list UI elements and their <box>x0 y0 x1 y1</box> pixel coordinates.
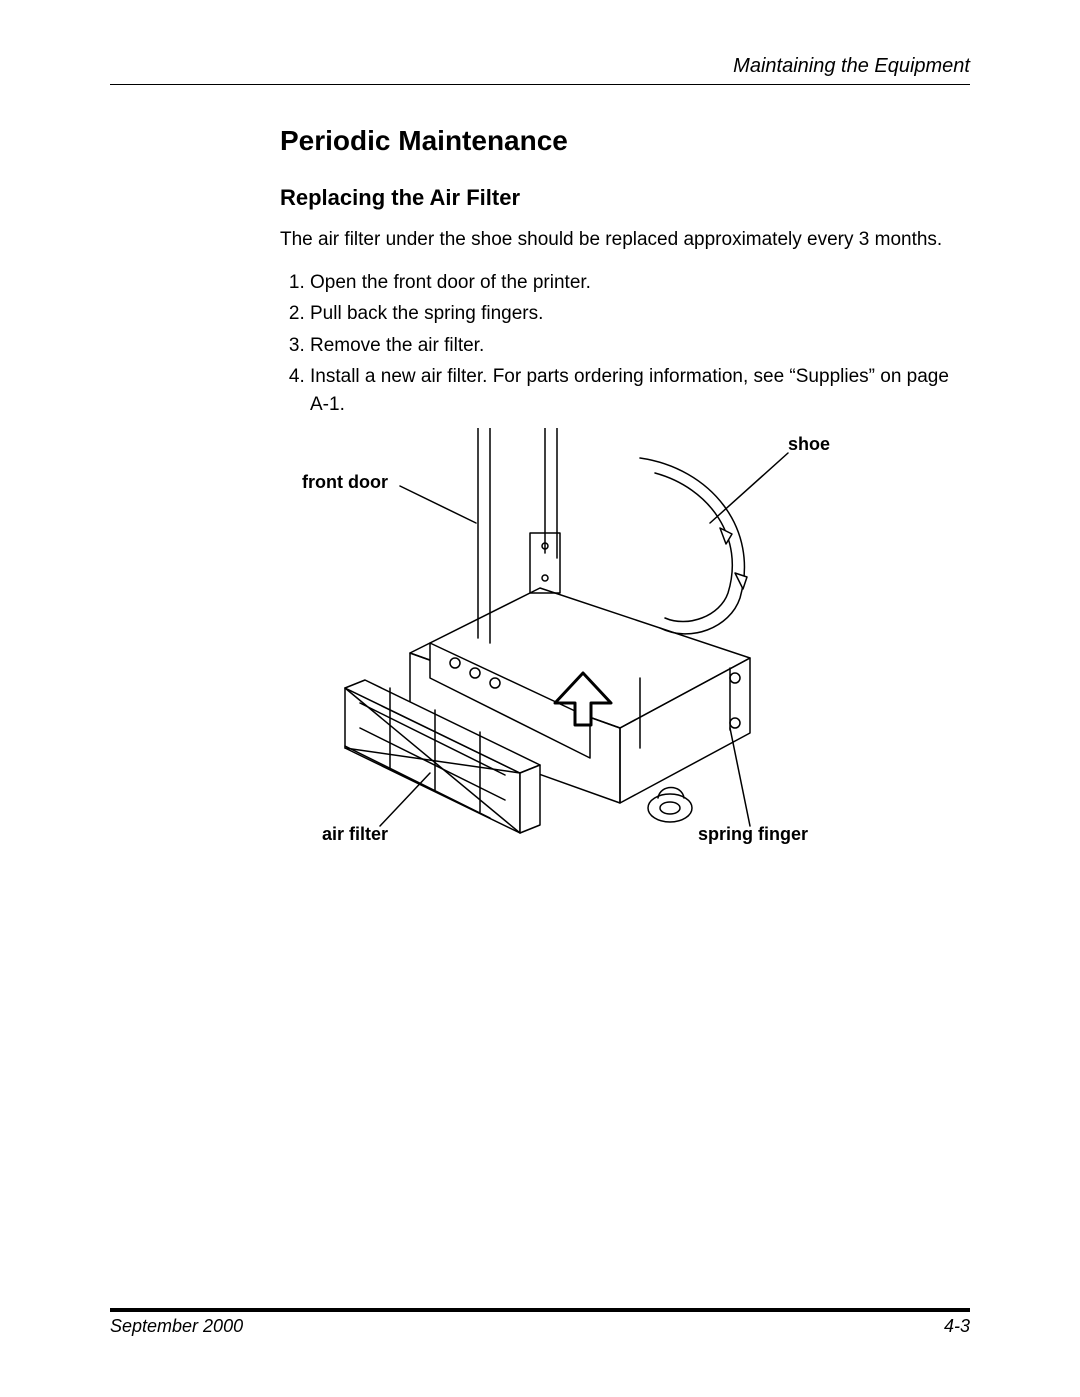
footer-page-number: 4-3 <box>944 1316 970 1337</box>
callout-spring-finger: spring finger <box>698 824 808 845</box>
running-head-text: Maintaining the Equipment <box>733 55 970 77</box>
step-item: Pull back the spring fingers. <box>310 300 970 328</box>
callout-front-door: front door <box>302 472 388 493</box>
step-list: Open the front door of the printer. Pull… <box>280 269 970 419</box>
page-footer: September 2000 4-3 <box>110 1308 970 1337</box>
section-title: Periodic Maintenance <box>280 125 970 157</box>
step-item: Install a new air filter. For parts orde… <box>310 363 970 418</box>
callout-air-filter: air filter <box>322 824 388 845</box>
subsection-title: Replacing the Air Filter <box>280 185 970 211</box>
page: Maintaining the Equipment Periodic Maint… <box>0 0 1080 1397</box>
step-item: Open the front door of the printer. <box>310 269 970 297</box>
content-area: Periodic Maintenance Replacing the Air F… <box>110 125 970 868</box>
running-head: Maintaining the Equipment <box>110 55 970 85</box>
footer-rule <box>110 1308 970 1312</box>
callout-shoe: shoe <box>788 434 830 455</box>
figure: shoe front door air filter spring finger <box>290 428 850 868</box>
figure-svg <box>290 428 850 868</box>
intro-paragraph: The air filter under the shoe should be … <box>280 227 970 253</box>
step-item: Remove the air filter. <box>310 332 970 360</box>
footer-date: September 2000 <box>110 1316 243 1337</box>
